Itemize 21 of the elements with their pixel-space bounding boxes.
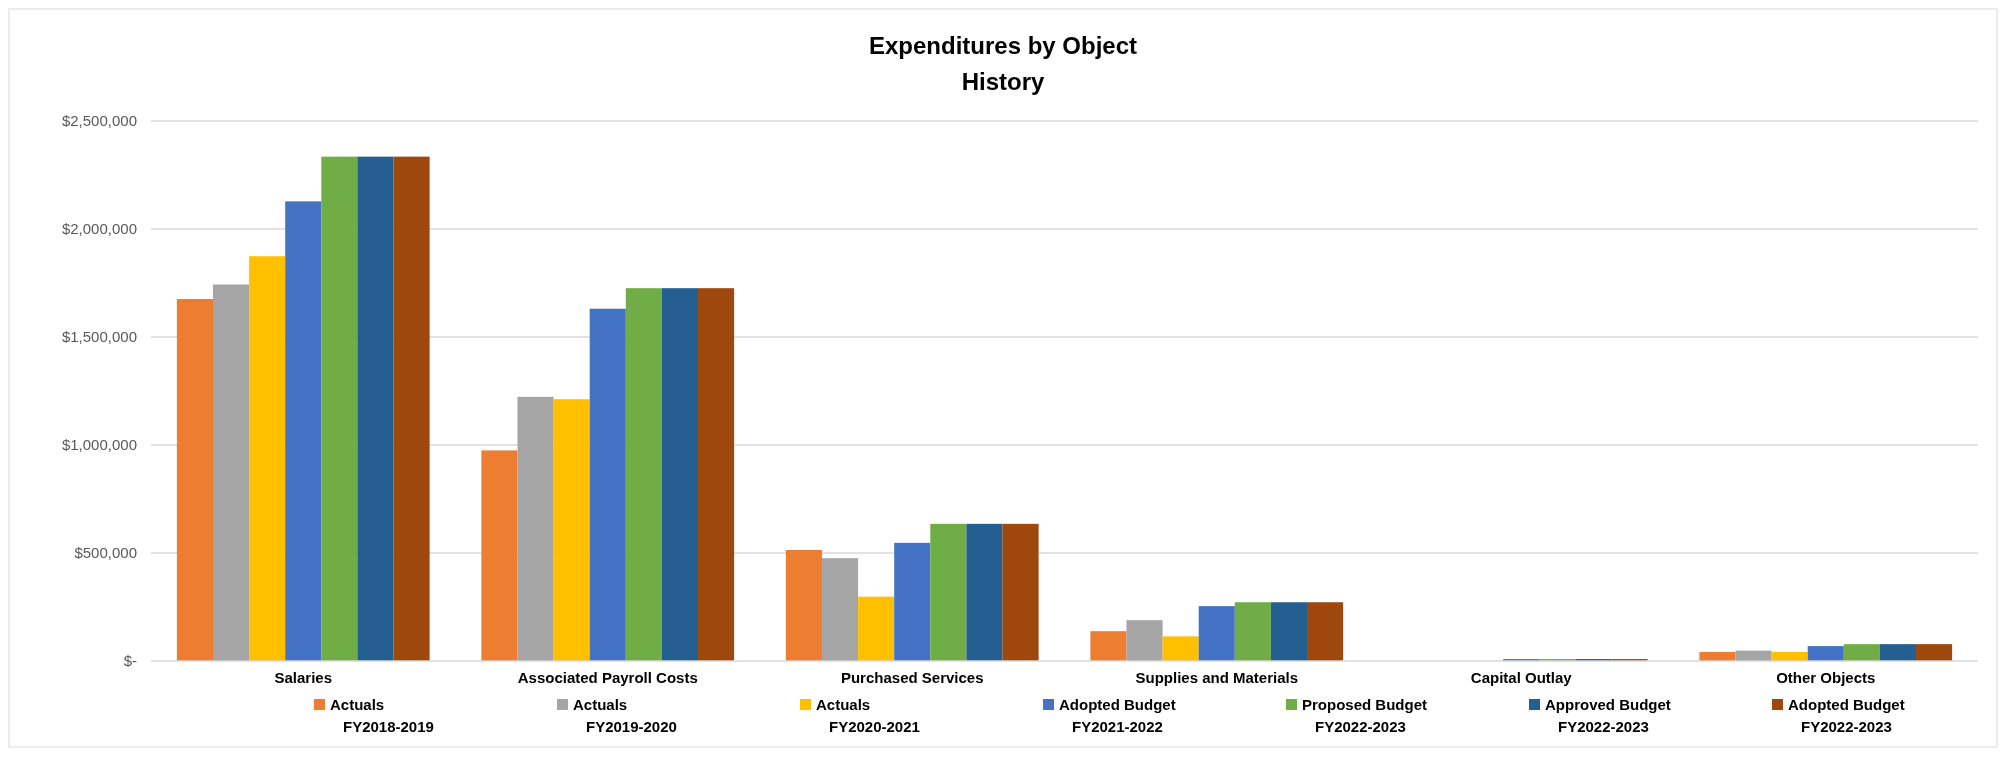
x-tick-label: Other Objects (1776, 669, 1876, 686)
legend-label: Actuals FY2020-2021 (816, 696, 920, 735)
x-tick-label: Capital Outlay (1470, 669, 1573, 686)
y-tick-label: $500,000 (74, 544, 137, 561)
y-tick-label: $1,000,000 (61, 436, 137, 453)
y-tick-label: $- (123, 652, 137, 669)
legend-label: Actuals FY2018-2019 (330, 696, 434, 735)
x-tick-label: Supplies and Materials (1135, 669, 1299, 686)
x-tick-label: Associated Payroll Costs (517, 669, 698, 686)
legend-label: Actuals FY2019-2020 (573, 696, 677, 735)
y-tick-label: $2,000,000 (61, 220, 137, 237)
legend-label: Adopted Budget FY2021-2022 (1059, 696, 1176, 735)
legend-label: Approved Budget FY2022-2023 (1545, 696, 1671, 735)
chart-subtitle: History (961, 68, 1045, 95)
y-tick-label: $2,500,000 (61, 112, 137, 129)
chart-title: Expenditures by Object (868, 32, 1138, 59)
legend-label: Proposed Budget FY2022-2023 (1302, 696, 1428, 735)
y-tick-label: $1,500,000 (61, 328, 137, 345)
x-tick-label: Salaries (274, 669, 333, 686)
x-tick-label: Purchased Services (840, 669, 984, 686)
legend-label: Adopted Budget FY2022-2023 (1788, 696, 1905, 735)
